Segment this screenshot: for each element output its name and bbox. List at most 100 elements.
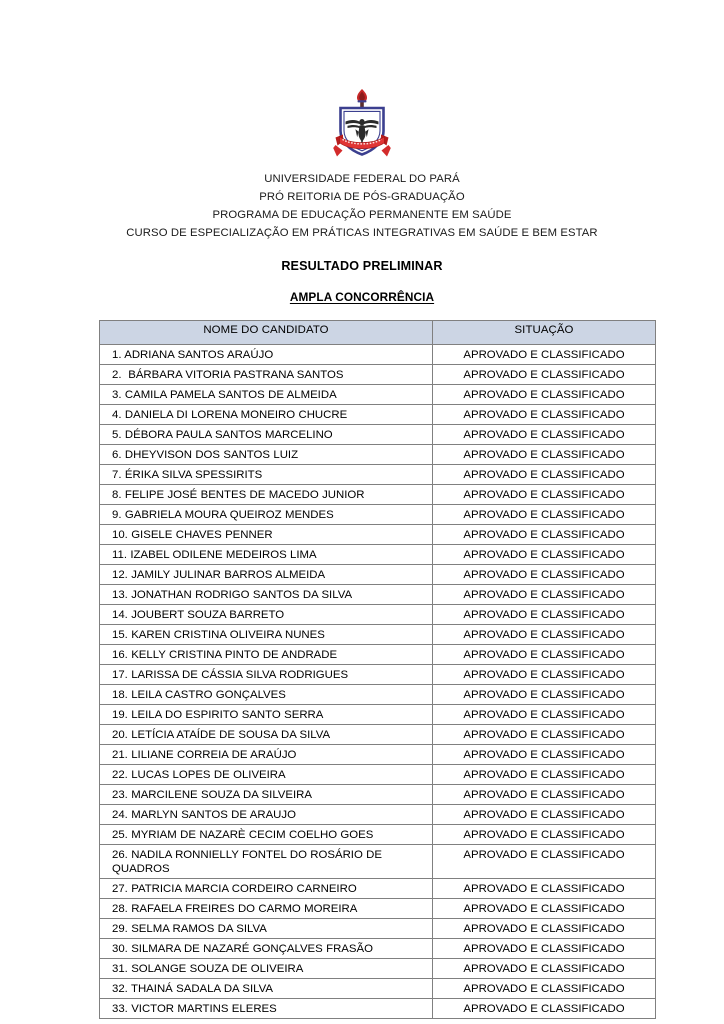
table-row: 28. RAFAELA FREIRES DO CARMO MOREIRA APRO… (99, 898, 656, 919)
table-row: 18. LEILA CASTRO GONÇALVES APROVADO E CLA… (99, 684, 656, 705)
table-row: 2. BÁRBARA VITORIA PASTRANA SANTOS APROVA… (99, 364, 656, 385)
candidate-name-cell: 33. VICTOR MARTINS ELERES (99, 998, 433, 1019)
candidate-name-cell: 4. DANIELA DI LORENA MONEIRO CHUCRE (99, 404, 433, 425)
table-row: 25. MYRIAM DE NAZARÈ CECIM COELHO GOES AP… (99, 824, 656, 845)
candidate-status-cell: APROVADO E CLASSIFICADO (432, 724, 656, 745)
table-row: 7. ÉRIKA SILVA SPESSIRITS APROVADO E CLAS… (99, 464, 656, 485)
candidate-status-cell: APROVADO E CLASSIFICADO (432, 784, 656, 805)
candidate-status-cell: APROVADO E CLASSIFICADO (432, 744, 656, 765)
header-line-curso: CURSO DE ESPECIALIZAÇÃO EM PRÁTICAS INTE… (126, 227, 598, 240)
candidate-status-cell: APROVADO E CLASSIFICADO (432, 604, 656, 625)
table-row: 27. PATRICIA MARCIA CORDEIRO CARNEIRO APR… (99, 878, 656, 899)
candidate-name-cell: 23. MARCILENE SOUZA DA SILVEIRA (99, 784, 433, 805)
header-line-university: UNIVERSIDADE FEDERAL DO PARÁ (264, 173, 460, 185)
candidate-name-cell: 13. JONATHAN RODRIGO SANTOS DA SILVA (99, 584, 433, 605)
header-line-proreitoria: PRÓ REITORIA DE PÓS-GRADUAÇÃO (259, 191, 465, 204)
candidate-status-cell: APROVADO E CLASSIFICADO (432, 504, 656, 525)
table-header-row: NOME DO CANDIDATO SITUAÇÃO (99, 320, 656, 345)
table-row: 12. JAMILY JULINAR BARROS ALMEIDA APROVAD… (99, 564, 656, 585)
candidate-name-cell: 6. DHEYVISON DOS SANTOS LUIZ (99, 444, 433, 465)
candidate-name-cell: 7. ÉRIKA SILVA SPESSIRITS (99, 464, 433, 485)
candidate-name-cell: 14. JOUBERT SOUZA BARRETO (99, 604, 433, 625)
institution-header: UNIVERSIDADE FEDERAL DO PARÁ PRÓ REITORI… (0, 170, 724, 242)
candidate-name-cell: 30. SILMARA DE NAZARÉ GONÇALVES FRASÃO (99, 938, 433, 959)
candidate-status-cell: APROVADO E CLASSIFICADO (432, 364, 656, 385)
table-row: 14. JOUBERT SOUZA BARRETO APROVADO E CLAS… (99, 604, 656, 625)
candidate-name-cell: 18. LEILA CASTRO GONÇALVES (99, 684, 433, 705)
candidate-status-cell: APROVADO E CLASSIFICADO (432, 918, 656, 939)
candidate-status-cell: APROVADO E CLASSIFICADO (432, 424, 656, 445)
table-row: 11. IZABEL ODILENE MEDEIROS LIMA APROVADO… (99, 544, 656, 565)
table-row: 17. LARISSA DE CÁSSIA SILVA RODRIGUES APR… (99, 664, 656, 685)
candidate-status-cell: APROVADO E CLASSIFICADO (432, 704, 656, 725)
candidate-status-cell: APROVADO E CLASSIFICADO (432, 404, 656, 425)
candidate-name-cell: 2. BÁRBARA VITORIA PASTRANA SANTOS (99, 364, 433, 385)
candidate-name-cell: 24. MARLYN SANTOS DE ARAUJO (99, 804, 433, 825)
candidate-name-cell: 15. KAREN CRISTINA OLIVEIRA NUNES (99, 624, 433, 645)
table-row: 16. KELLY CRISTINA PINTO DE ANDRADE APROV… (99, 644, 656, 665)
results-table-body: 1. ADRIANA SANTOS ARAÚJO APROVADO E CLASS… (99, 344, 656, 1019)
results-table: NOME DO CANDIDATO SITUAÇÃO 1. ADRIANA SA… (99, 320, 656, 1019)
table-row: 1. ADRIANA SANTOS ARAÚJO APROVADO E CLASS… (99, 344, 656, 365)
candidate-status-cell: APROVADO E CLASSIFICADO (432, 764, 656, 785)
table-row: 21. LILIANE CORREIA DE ARAÚJO APROVADO E … (99, 744, 656, 765)
ufpa-coat-of-arms-icon (333, 89, 391, 157)
candidate-name-cell: 8. FELIPE JOSÉ BENTES DE MACEDO JUNIOR (99, 484, 433, 505)
table-row: 5. DÉBORA PAULA SANTOS MARCELINO APROVADO… (99, 424, 656, 445)
page-title: RESULTADO PRELIMINAR (281, 259, 443, 273)
table-row: 9. GABRIELA MOURA QUEIROZ MENDES APROVADO… (99, 504, 656, 525)
candidate-name-cell: 17. LARISSA DE CÁSSIA SILVA RODRIGUES (99, 664, 433, 685)
candidate-name-cell: 20. LETÍCIA ATAÍDE DE SOUSA DA SILVA (99, 724, 433, 745)
candidate-status-cell: APROVADO E CLASSIFICADO (432, 544, 656, 565)
table-row: 13. JONATHAN RODRIGO SANTOS DA SILVA APRO… (99, 584, 656, 605)
candidate-name-cell: 1. ADRIANA SANTOS ARAÚJO (99, 344, 433, 365)
candidate-name-cell: 9. GABRIELA MOURA QUEIROZ MENDES (99, 504, 433, 525)
candidate-status-cell: APROVADO E CLASSIFICADO (432, 344, 656, 365)
candidate-status-cell: APROVADO E CLASSIFICADO (432, 384, 656, 405)
candidate-name-cell: 16. KELLY CRISTINA PINTO DE ANDRADE (99, 644, 433, 665)
table-row: 15. KAREN CRISTINA OLIVEIRA NUNES APROVAD… (99, 624, 656, 645)
table-row: 19. LEILA DO ESPIRITO SANTO SERRA APROVAD… (99, 704, 656, 725)
winged-emblem (345, 119, 379, 147)
table-row: 10. GISELE CHAVES PENNER APROVADO E CLASS… (99, 524, 656, 545)
column-header-status: SITUAÇÃO (432, 320, 656, 345)
candidate-status-cell: APROVADO E CLASSIFICADO (432, 644, 656, 665)
table-row: 30. SILMARA DE NAZARÉ GONÇALVES FRASÃO AP… (99, 938, 656, 959)
section-subtitle: AMPLA CONCORRÊNCIA (0, 290, 724, 304)
table-row: 23. MARCILENE SOUZA DA SILVEIRA APROVADO … (99, 784, 656, 805)
candidate-name-cell: 11. IZABEL ODILENE MEDEIROS LIMA (99, 544, 433, 565)
table-row: 26. NADILA RONNIELLY FONTEL DO ROSÁRIO D… (99, 844, 656, 879)
candidate-name-cell: 22. LUCAS LOPES DE OLIVEIRA (99, 764, 433, 785)
candidate-status-cell: APROVADO E CLASSIFICADO (432, 664, 656, 685)
candidate-name-cell: 27. PATRICIA MARCIA CORDEIRO CARNEIRO (99, 878, 433, 899)
table-row: 4. DANIELA DI LORENA MONEIRO CHUCRE APROV… (99, 404, 656, 425)
table-row: 24. MARLYN SANTOS DE ARAUJO APROVADO E CL… (99, 804, 656, 825)
candidate-status-cell: APROVADO E CLASSIFICADO (432, 484, 656, 505)
candidate-name-cell: 12. JAMILY JULINAR BARROS ALMEIDA (99, 564, 433, 585)
candidate-status-cell: APROVADO E CLASSIFICADO (432, 444, 656, 465)
results-table-head: NOME DO CANDIDATO SITUAÇÃO (99, 320, 656, 345)
candidate-status-cell: APROVADO E CLASSIFICADO (432, 938, 656, 959)
header-line-programa: PROGRAMA DE EDUCAÇÃO PERMANENTE EM SAÚDE (212, 209, 512, 222)
candidate-status-cell: APROVADO E CLASSIFICADO (432, 824, 656, 845)
candidate-name-cell: 29. SELMA RAMOS DA SILVA (99, 918, 433, 939)
candidate-status-cell: APROVADO E CLASSIFICADO (432, 978, 656, 999)
table-row: 32. THAINÁ SADALA DA SILVA APROVADO E CLA… (99, 978, 656, 999)
candidate-status-cell: APROVADO E CLASSIFICADO (432, 898, 656, 919)
column-header-name: NOME DO CANDIDATO (99, 320, 433, 345)
table-row: 29. SELMA RAMOS DA SILVA APROVADO E CLASS… (99, 918, 656, 939)
candidate-status-cell: APROVADO E CLASSIFICADO (432, 844, 656, 879)
torch-finial (357, 89, 367, 110)
candidate-status-cell: APROVADO E CLASSIFICADO (432, 624, 656, 645)
candidate-status-cell: APROVADO E CLASSIFICADO (432, 524, 656, 545)
candidate-status-cell: APROVADO E CLASSIFICADO (432, 998, 656, 1019)
candidate-name-cell: 21. LILIANE CORREIA DE ARAÚJO (99, 744, 433, 765)
candidate-status-cell: APROVADO E CLASSIFICADO (432, 564, 656, 585)
candidate-status-cell: APROVADO E CLASSIFICADO (432, 804, 656, 825)
table-row: 22. LUCAS LOPES DE OLIVEIRA APROVADO E CL… (99, 764, 656, 785)
candidate-name-cell: 5. DÉBORA PAULA SANTOS MARCELINO (99, 424, 433, 445)
table-row: 6. DHEYVISON DOS SANTOS LUIZ APROVADO E C… (99, 444, 656, 465)
table-row: 20. LETÍCIA ATAÍDE DE SOUSA DA SILVA APRO… (99, 724, 656, 745)
candidate-status-cell: APROVADO E CLASSIFICADO (432, 878, 656, 899)
